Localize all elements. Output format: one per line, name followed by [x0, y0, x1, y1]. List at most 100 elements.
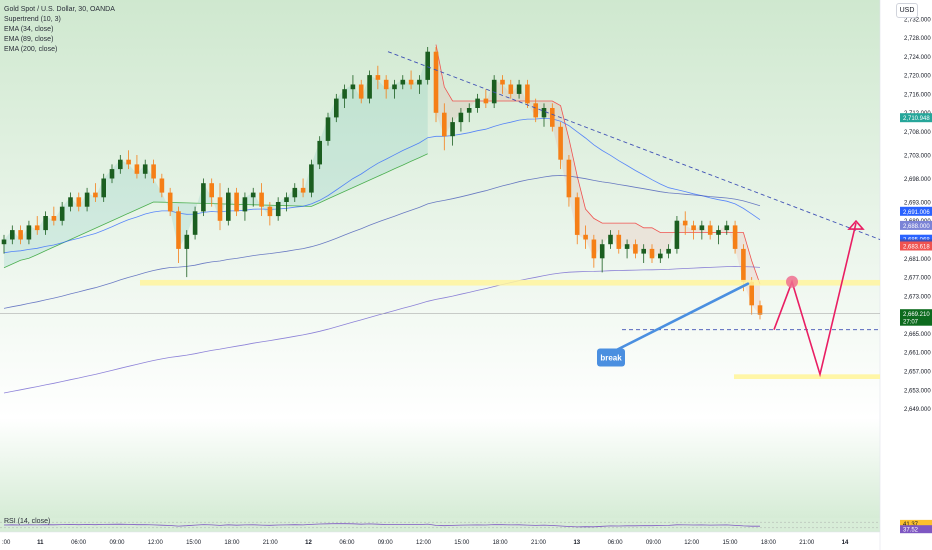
candle: [93, 183, 98, 202]
projection-path: [773, 222, 857, 378]
candle: [201, 178, 206, 217]
candle: [732, 220, 738, 254]
candle-body: [18, 230, 23, 240]
candle: [109, 164, 115, 184]
candle: [649, 244, 655, 264]
candle: [483, 89, 489, 109]
candle-body: [741, 248, 746, 282]
candle: [400, 75, 406, 90]
candle-body: [408, 79, 414, 85]
candle: [51, 206, 57, 226]
candle-body: [716, 230, 721, 235]
candle-body: [43, 216, 48, 231]
y-tick-label: 2,693.000: [904, 201, 931, 207]
rsi-value-a-box: [900, 519, 932, 528]
candle: [624, 239, 630, 259]
indicator-ema-89[interactable]: EMA (89, close): [4, 36, 54, 43]
rsi-pane-background: [0, 518, 880, 532]
candle-body: [433, 51, 439, 113]
candle: [275, 197, 281, 221]
candle: [757, 300, 763, 320]
candle: [84, 187, 90, 212]
candle-body: [608, 234, 613, 245]
candle: [101, 173, 106, 202]
candle-body: [649, 248, 655, 259]
x-tick-label: :00: [2, 540, 11, 546]
x-tick-label: 12:00: [148, 540, 164, 546]
candle-body: [217, 197, 223, 221]
candle: [550, 103, 555, 132]
candle: [267, 201, 273, 226]
price-label-text: 2,688.000: [903, 224, 930, 230]
indicator-ema-200[interactable]: EMA (200, close): [4, 46, 58, 53]
x-tick-label: 21:00: [263, 540, 279, 546]
candle-body: [192, 211, 198, 235]
break-callout: [597, 348, 625, 367]
candle: [466, 103, 472, 123]
candle-body: [334, 98, 339, 118]
candle-body: [234, 192, 239, 212]
candle: [43, 211, 48, 235]
price-label-text: 2,710.948: [903, 116, 930, 122]
candle-body: [466, 108, 472, 113]
break-text: break: [600, 353, 622, 362]
candle: [682, 211, 688, 235]
y-tick-label: 2,673.000: [904, 294, 931, 300]
candle-body: [616, 234, 622, 249]
candle: [425, 46, 430, 85]
x-tick-label: 09:00: [646, 540, 662, 546]
supertrend-resistance-line: [435, 44, 761, 285]
candle: [309, 159, 314, 198]
candle: [242, 192, 248, 221]
indicator-supertrend[interactable]: Supertrend (10, 3): [4, 16, 61, 23]
y-tick-label: 2,653.000: [904, 388, 931, 394]
rsi-line: [3, 523, 760, 528]
candle: [583, 225, 588, 249]
candle-body: [151, 164, 156, 179]
price-label-box: [900, 316, 932, 326]
ema-34-line: [3, 117, 761, 254]
candle-body: [317, 140, 322, 165]
candle-body: [624, 244, 630, 249]
candle-body: [109, 169, 115, 179]
retest-marker: [786, 275, 798, 288]
candle-body: [757, 305, 763, 315]
candle: [184, 230, 190, 278]
currency-button[interactable]: USD: [896, 3, 918, 18]
price-label-box: [900, 113, 932, 123]
candle: [383, 75, 389, 99]
candle-body: [691, 225, 696, 231]
candle-body: [541, 108, 547, 118]
y-tick-label: 2,665.000: [904, 332, 931, 338]
candle: [417, 75, 422, 94]
ema-89-line: [3, 175, 761, 309]
candle: [491, 75, 497, 109]
candle-body: [682, 220, 688, 226]
candle-body: [533, 103, 538, 118]
candle: [292, 183, 298, 202]
candle: [475, 93, 480, 113]
candle: [375, 65, 381, 90]
candle: [707, 220, 713, 240]
price-label-box: [900, 234, 932, 244]
candle: [18, 225, 23, 245]
supertrend-support-line: [3, 153, 428, 269]
candle-body: [367, 75, 372, 99]
candle: [566, 154, 572, 207]
y-tick-label: 2,716.000: [904, 92, 931, 98]
candle: [167, 187, 173, 217]
y-tick-label: 2,657.000: [904, 370, 931, 376]
indicator-ema-34[interactable]: EMA (34, close): [4, 26, 54, 33]
candle-body: [358, 84, 364, 99]
y-tick-label: 2,703.000: [904, 154, 931, 160]
candle: [159, 173, 165, 198]
candle-body: [724, 225, 730, 231]
y-tick-label: 2,728.000: [904, 36, 931, 42]
candle-body: [732, 225, 738, 249]
candle-body: [342, 89, 347, 99]
x-tick-label: 11: [37, 540, 44, 546]
price-label-text: 2,683.618: [903, 245, 930, 251]
candle: [358, 79, 364, 104]
y-tick-label: 2,732.000: [904, 17, 931, 23]
